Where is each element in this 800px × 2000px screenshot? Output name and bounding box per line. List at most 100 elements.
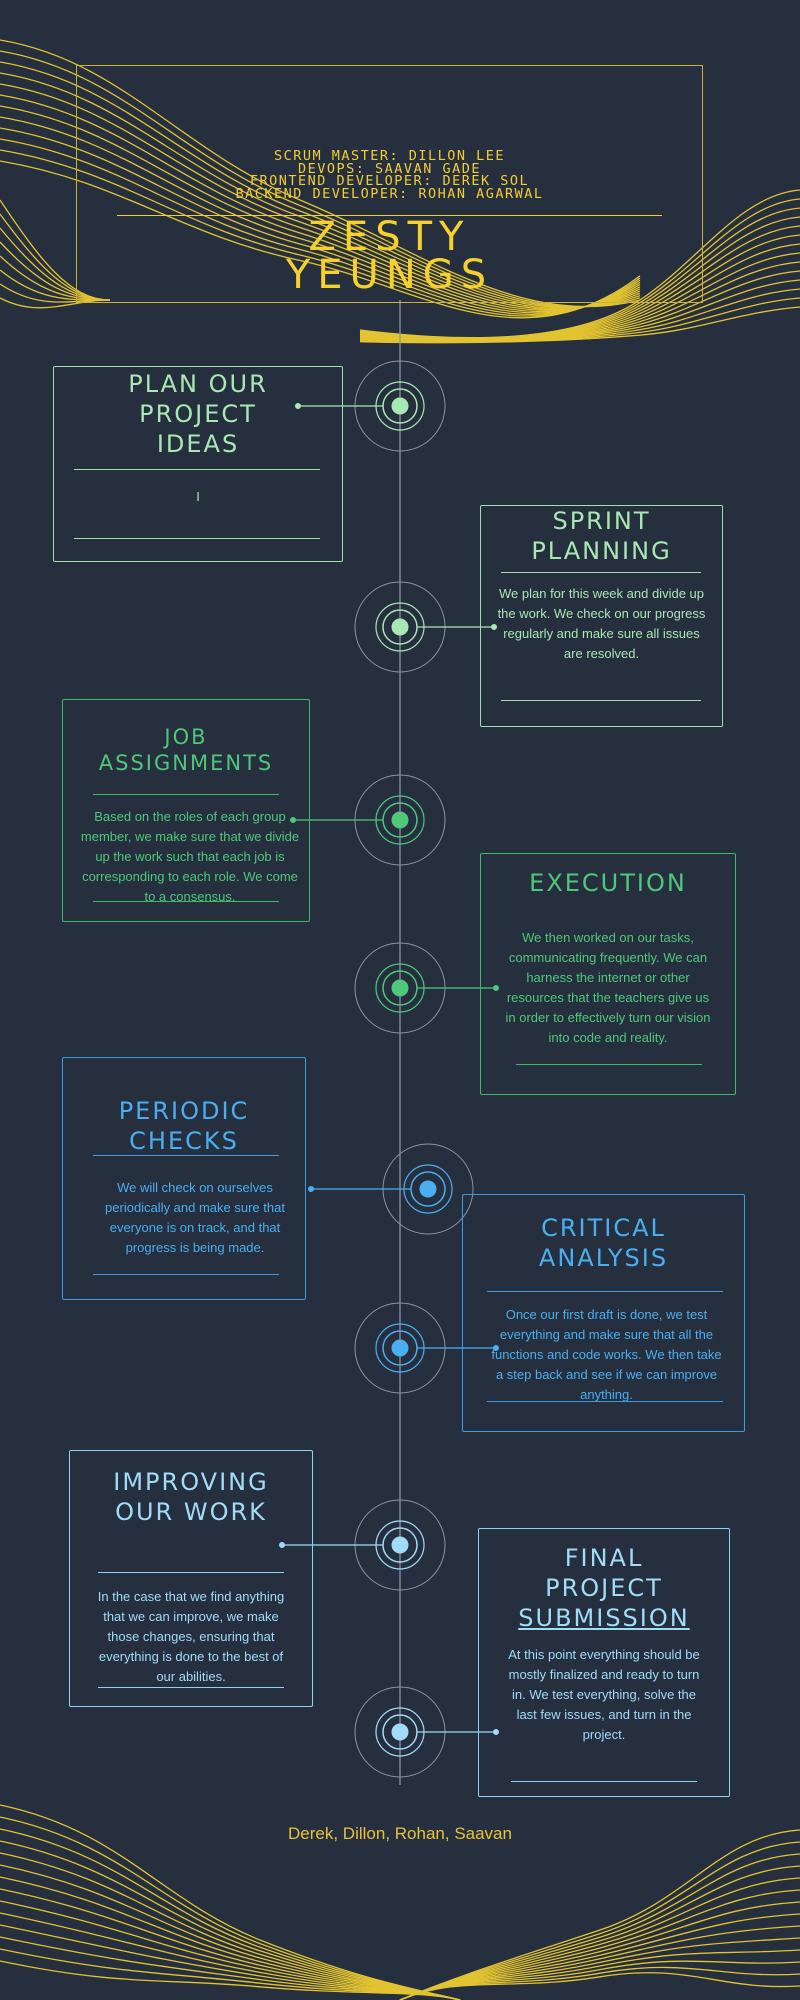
- timeline-node-ring: [382, 1714, 418, 1750]
- step-body: At this point everything should be mostl…: [508, 1647, 700, 1742]
- step-body: Once our first draft is done, we test ev…: [491, 1307, 722, 1402]
- role-scrum-master: SCRUM MASTER: DILLON LEE: [273, 148, 506, 164]
- step-title: PERIODIC CHECKS: [118, 1097, 250, 1155]
- wave-line: [0, 1852, 461, 2000]
- timeline-node-ring: [382, 1330, 418, 1366]
- step-card-job-assignments: JOB ASSIGNMENTS Based on the roles of ea…: [62, 699, 310, 922]
- step-title: IMPROVING OUR WORK: [113, 1468, 269, 1526]
- wave-line: [399, 1966, 800, 2000]
- wave-line: [399, 1877, 800, 2000]
- step-divider: [93, 1155, 279, 1156]
- timeline-node-dot: [419, 1180, 437, 1198]
- wave-line: [399, 1853, 800, 2000]
- step-divider: [487, 1401, 723, 1402]
- step-divider: [93, 794, 279, 795]
- wave-line: [399, 1901, 800, 2000]
- wave-line: [399, 1925, 800, 2000]
- wave-line: [0, 1960, 461, 2000]
- step-body: I: [196, 489, 200, 504]
- wave-line: [399, 1937, 800, 2000]
- wave-line: [0, 1912, 461, 2000]
- timeline-node-ring: [382, 970, 418, 1006]
- timeline-node-halo: [354, 1302, 446, 1394]
- step-title: SPRINT PLANNING: [531, 507, 672, 565]
- step-card-periodic-checks: PERIODIC CHECKS We will check on ourselv…: [62, 1057, 306, 1300]
- step-card-plan-ideas: PLAN OUR PROJECT IDEAS I: [53, 366, 343, 562]
- team-roles: SCRUM MASTER: DILLON LEE DEVOPS: SAAVAN …: [77, 150, 702, 200]
- step-divider: [98, 1572, 284, 1573]
- timeline-node-halo: [382, 1143, 474, 1235]
- step-title: FINAL PROJECT SUBMISSION: [518, 1544, 690, 1632]
- timeline-node-dot: [391, 979, 409, 997]
- step-body: We plan for this week and divide up the …: [497, 586, 706, 661]
- step-divider: [501, 700, 701, 701]
- timeline-node-ring: [403, 1164, 453, 1214]
- wave-line: [0, 1864, 461, 2000]
- step-divider: [74, 538, 320, 539]
- step-card-execution: EXECUTION We then worked on our tasks, c…: [480, 853, 736, 1095]
- timeline-node-ring: [375, 1520, 425, 1570]
- step-title: EXECUTION: [529, 869, 687, 897]
- step-divider: [501, 572, 701, 573]
- step-card-critical-analysis: CRITICAL ANALYSIS Once our first draft i…: [462, 1194, 745, 1432]
- timeline-node-dot: [391, 618, 409, 636]
- wave-line: [0, 1900, 461, 2000]
- step-card-final-submission: FINAL PROJECT SUBMISSION At this point e…: [478, 1528, 730, 1797]
- timeline-node-ring: [382, 609, 418, 645]
- step-card-sprint-planning: SPRINT PLANNING We plan for this week an…: [480, 505, 723, 727]
- wave-line: [399, 1960, 800, 2000]
- timeline-node-ring: [375, 1323, 425, 1373]
- step-body: Based on the roles of each group member,…: [80, 809, 300, 904]
- timeline-node-halo: [354, 1686, 446, 1778]
- step-card-improving-work: IMPROVING OUR WORK In the case that we f…: [69, 1450, 313, 1707]
- step-title: CRITICAL ANALYSIS: [538, 1214, 669, 1272]
- wave-line: [359, 306, 800, 344]
- wave-line: [399, 1913, 800, 2000]
- timeline-node-ring: [375, 795, 425, 845]
- timeline-node-dot: [391, 1536, 409, 1554]
- wave-line: [0, 1924, 461, 2000]
- wave-line: [0, 1828, 461, 2000]
- timeline-node-ring: [382, 802, 418, 838]
- wave-line: [399, 1889, 800, 2000]
- step-body: We will check on ourselves periodically …: [105, 1180, 285, 1255]
- step-divider: [511, 1781, 697, 1782]
- step-divider: [487, 1291, 723, 1292]
- timeline-node-ring: [375, 1707, 425, 1757]
- step-divider: [98, 1687, 284, 1688]
- timeline-node-ring: [410, 1171, 446, 1207]
- timeline-node-ring: [382, 388, 418, 424]
- role-devops: DEVOPS: SAAVAN GADE: [298, 160, 481, 177]
- timeline-node-dot: [391, 1723, 409, 1741]
- wave-line: [399, 1865, 800, 2000]
- step-body: We then worked on our tasks, communicati…: [505, 930, 711, 1045]
- connector-dot: [308, 1186, 314, 1192]
- header-box: SCRUM MASTER: DILLON LEE DEVOPS: SAAVAN …: [76, 65, 703, 303]
- header-divider: [117, 215, 662, 216]
- wave-line: [399, 1829, 800, 2000]
- wave-line: [399, 1949, 800, 2000]
- role-frontend: FRONTEND DEVELOPER: DEREK SOL: [249, 173, 530, 189]
- timeline-node-dot: [391, 397, 409, 415]
- timeline-node-ring: [375, 963, 425, 1013]
- step-body: In the case that we find anything that w…: [97, 1589, 285, 1684]
- wave-line: [0, 1840, 461, 2000]
- step-title: JOB ASSIGNMENTS: [98, 725, 274, 775]
- role-backend: BACKEND DEVELOPER: ROHAN AGARWAL: [235, 185, 544, 202]
- timeline-node-halo: [354, 1499, 446, 1591]
- wave-line: [359, 297, 800, 343]
- step-divider: [93, 901, 279, 902]
- step-divider: [93, 1274, 279, 1275]
- timeline-node-ring: [382, 1527, 418, 1563]
- wave-line: [0, 1876, 461, 2000]
- timeline-node-ring: [375, 381, 425, 431]
- wave-line: [399, 1972, 800, 2000]
- timeline-node-halo: [354, 360, 446, 452]
- timeline-node-ring: [375, 602, 425, 652]
- wave-line: [0, 1888, 461, 2000]
- step-divider: [516, 1064, 702, 1065]
- step-title: PLAN OUR PROJECT IDEAS: [128, 370, 268, 458]
- team-member-names: Derek, Dillon, Rohan, Saavan: [288, 1824, 512, 1843]
- wave-line: [0, 1936, 461, 2000]
